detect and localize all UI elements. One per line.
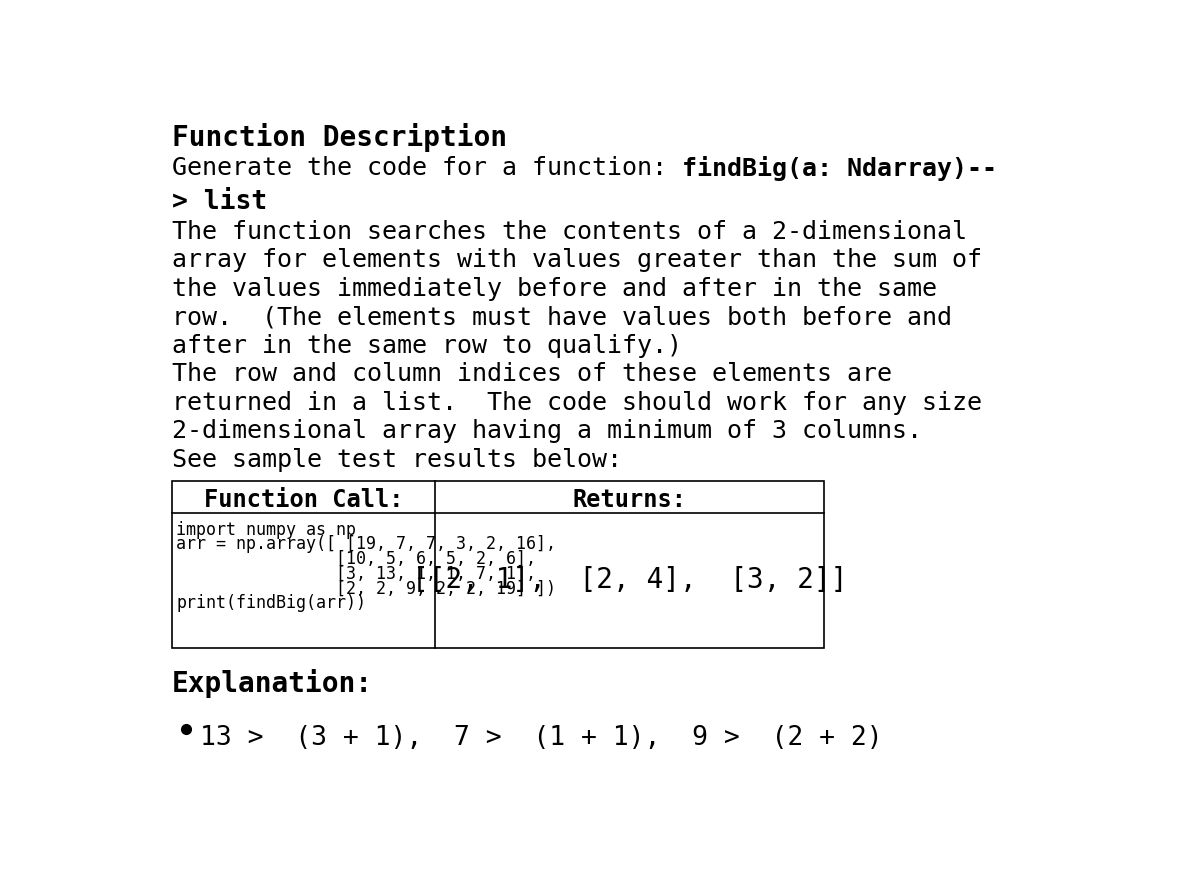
Text: array for elements with values greater than the sum of: array for elements with values greater t…	[172, 248, 982, 272]
Text: print(findBig(arr)): print(findBig(arr))	[176, 594, 366, 612]
Bar	[172, 481, 824, 648]
Text: 13 >  (3 + 1),  7 >  (1 + 1),  9 >  (2 + 2): 13 > (3 + 1), 7 > (1 + 1), 9 > (2 + 2)	[199, 725, 882, 751]
Text: findBig(a: Ndarray)--: findBig(a: Ndarray)--	[682, 156, 997, 181]
Text: import numpy as np: import numpy as np	[176, 521, 356, 539]
Text: Function Call:: Function Call:	[204, 488, 403, 513]
Text: arr = np.array([ [19, 7, 7, 3, 2, 16],: arr = np.array([ [19, 7, 7, 3, 2, 16],	[176, 536, 557, 553]
Text: Explanation:: Explanation:	[172, 670, 373, 699]
Text: [3, 13, 1, 1, 7, 1],: [3, 13, 1, 1, 7, 1],	[176, 565, 536, 582]
Text: See sample test results below:: See sample test results below:	[172, 448, 622, 471]
Text: The function searches the contents of a 2-dimensional: The function searches the contents of a …	[172, 219, 967, 244]
Text: Function Description: Function Description	[172, 122, 506, 152]
Text: 2-dimensional array having a minimum of 3 columns.: 2-dimensional array having a minimum of …	[172, 419, 922, 443]
Text: > list: > list	[172, 189, 266, 215]
Text: after in the same row to qualify.): after in the same row to qualify.)	[172, 334, 682, 358]
Text: Generate the code for a function:: Generate the code for a function:	[172, 156, 682, 180]
Text: [2, 2, 9, 2, 2, 19] ]): [2, 2, 9, 2, 2, 19] ])	[176, 580, 557, 597]
Text: The row and column indices of these elements are: The row and column indices of these elem…	[172, 362, 892, 386]
Text: returned in a list.  The code should work for any size: returned in a list. The code should work…	[172, 390, 982, 415]
Text: [10, 5, 6, 5, 2, 6],: [10, 5, 6, 5, 2, 6],	[176, 550, 536, 568]
Text: the values immediately before and after in the same: the values immediately before and after …	[172, 277, 937, 300]
Text: Returns:: Returns:	[572, 488, 686, 513]
Text: row.  (The elements must have values both before and: row. (The elements must have values both…	[172, 305, 952, 329]
Text: [[2, 1],  [2, 4],  [3, 2]]: [[2, 1], [2, 4], [3, 2]]	[412, 566, 847, 595]
